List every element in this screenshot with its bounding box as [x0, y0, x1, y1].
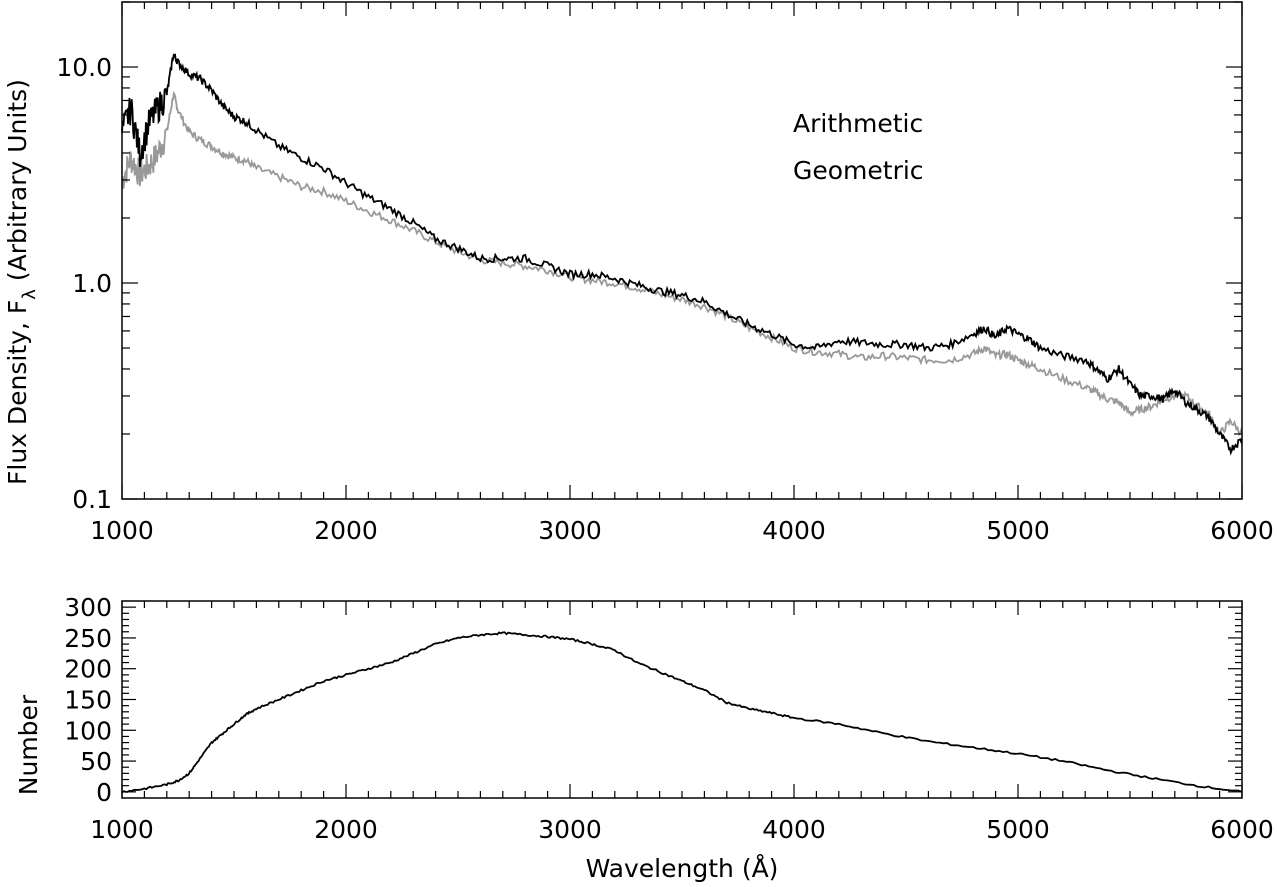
y-tick-label: 10.0 — [56, 53, 112, 82]
y-tick-label: 250 — [64, 624, 112, 653]
legend: Arithmetic Geometric — [793, 109, 924, 185]
y-tick-label: 150 — [64, 686, 112, 715]
count-x-axis-title: Wavelength (Å) — [586, 854, 779, 883]
x-tick-label: 2000 — [314, 815, 378, 844]
x-tick-label: 1000 — [90, 815, 154, 844]
y-tick-label: 1.0 — [72, 269, 112, 298]
x-tick-label: 3000 — [538, 516, 602, 545]
flux-panel: 1000 2000 3000 4000 5000 6000 0.1 1.0 10.0 Flux… — [3, 1, 1274, 545]
y-tick-label: 0 — [96, 778, 112, 807]
flux-ticks — [121, 1, 1243, 500]
x-tick-label: 5000 — [986, 516, 1050, 545]
y-tick-label: 300 — [64, 593, 112, 622]
x-tick-label: 3000 — [538, 815, 602, 844]
count-panel: 1000 2000 3000 4000 5000 6000 050100150200250… — [14, 593, 1274, 883]
flux-x-tick-labels: 1000 2000 3000 4000 5000 6000 — [90, 516, 1274, 545]
flux-y-tick-labels: 0.1 1.0 10.0 — [56, 53, 112, 514]
x-tick-label: 4000 — [762, 516, 826, 545]
flux-panel-frame — [121, 1, 1243, 500]
count-ticks — [121, 601, 1243, 798]
x-tick-label: 6000 — [1210, 516, 1274, 545]
x-tick-label: 4000 — [762, 815, 826, 844]
series-line-geometric — [121, 90, 1243, 437]
flux-curves — [121, 53, 1243, 456]
x-tick-label: 1000 — [90, 516, 154, 545]
y-tick-label: 200 — [64, 655, 112, 684]
legend-arithmetic: Arithmetic — [793, 109, 923, 138]
count-panel-frame — [121, 600, 1243, 799]
count-series-line — [121, 631, 1243, 794]
legend-geometric: Geometric — [793, 156, 924, 185]
count-y-axis-title: Number — [14, 694, 43, 795]
count-x-tick-labels: 1000 2000 3000 4000 5000 6000 — [90, 815, 1274, 844]
y-tick-label: 100 — [64, 716, 112, 745]
y-tick-label: 50 — [80, 747, 112, 776]
count-curves — [121, 631, 1243, 794]
y-tick-label: 0.1 — [72, 485, 112, 514]
x-tick-label: 6000 — [1210, 815, 1274, 844]
flux-y-axis-title: Flux Density, Fλ (Arbitrary Units) — [3, 79, 40, 485]
x-tick-label: 2000 — [314, 516, 378, 545]
x-tick-label: 5000 — [986, 815, 1050, 844]
series-line-arithmetic — [121, 53, 1243, 456]
